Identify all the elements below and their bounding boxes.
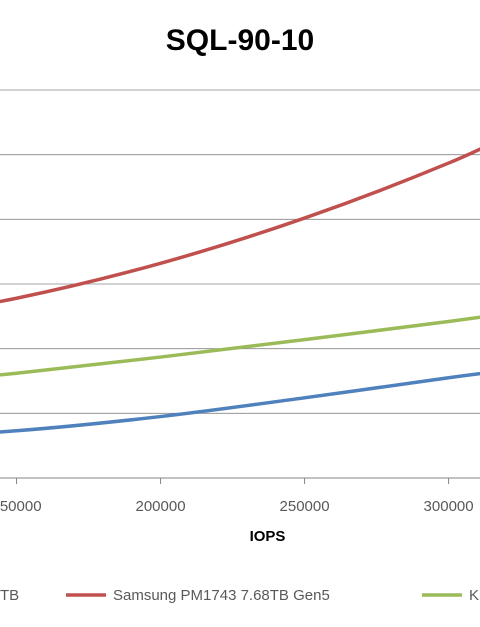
legend-label-2: K	[469, 587, 479, 604]
x-axis-title: IOPS	[249, 528, 286, 545]
x-tick-label: 250000	[280, 498, 330, 515]
series-line-0	[0, 371, 480, 434]
x-tick-label: 300000	[424, 498, 474, 515]
x-axis: 150000 200000 250000 300000	[0, 478, 474, 515]
legend-label-1: Samsung PM1743 7.68TB Gen5	[113, 587, 330, 604]
x-tick-label: 200000	[136, 498, 186, 515]
x-tick-label: 150000	[0, 498, 42, 515]
series-line-1	[0, 147, 480, 304]
gridlines	[0, 89, 480, 479]
chart-title: SQL-90-10	[165, 24, 315, 57]
legend-label-0: TB	[0, 587, 19, 604]
series-line-2	[0, 315, 480, 377]
series-lines	[0, 147, 480, 434]
legend: TB Samsung PM1743 7.68TB Gen5 K	[0, 587, 479, 604]
